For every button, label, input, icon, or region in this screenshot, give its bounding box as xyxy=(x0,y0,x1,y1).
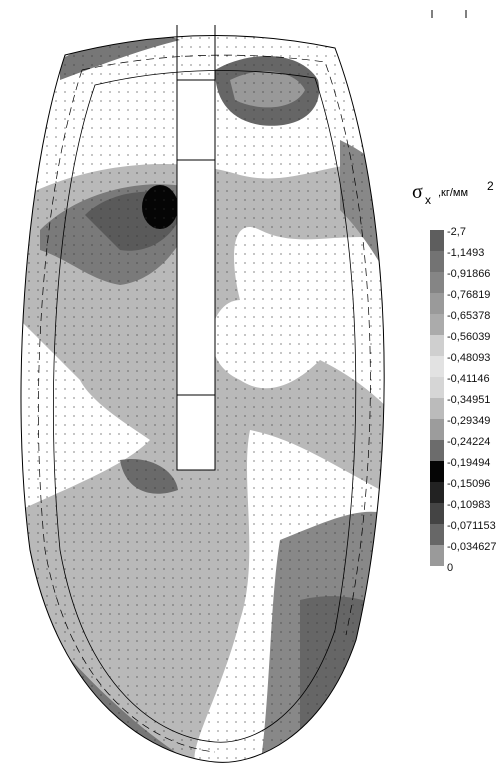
legend-swatch xyxy=(430,503,444,524)
rod xyxy=(177,80,215,470)
legend-swatch xyxy=(430,524,444,545)
legend: σ x ,кг/мм 2 -2,7 -1,1493 -0,91866 -0,76819… xyxy=(412,179,497,574)
legend-label: -1,1493 xyxy=(447,247,484,259)
legend-label: -0,10983 xyxy=(447,499,490,511)
legend-swatch xyxy=(430,293,444,314)
legend-swatch xyxy=(430,251,444,272)
legend-swatch xyxy=(430,230,444,251)
legend-label: -0,29349 xyxy=(447,415,490,427)
legend-swatch xyxy=(430,545,444,566)
legend-label: -0,071153 xyxy=(447,520,496,532)
stress-plot: σ x ,кг/мм 2 -2,7 -1,1493 -0,91866 -0,76819… xyxy=(0,0,503,768)
legend-swatch xyxy=(430,482,444,503)
legend-swatch xyxy=(430,419,444,440)
legend-superscript: 2 xyxy=(487,179,494,193)
legend-swatch xyxy=(430,398,444,419)
legend-subscript: x xyxy=(425,193,431,207)
legend-symbol: σ xyxy=(412,181,423,203)
legend-label: -0,56039 xyxy=(447,331,490,343)
legend-swatch xyxy=(430,335,444,356)
legend-swatch xyxy=(430,377,444,398)
legend-swatch xyxy=(430,461,444,482)
legend-label: -0,91866 xyxy=(447,268,490,280)
legend-label: -2,7 xyxy=(447,226,466,238)
legend-label: -0,15096 xyxy=(447,478,490,490)
legend-items: -2,7 -1,1493 -0,91866 -0,76819 -0,65378 -0,56… xyxy=(430,226,497,574)
legend-label: -0,76819 xyxy=(447,289,490,301)
legend-label: -0,48093 xyxy=(447,352,490,364)
legend-swatch xyxy=(430,272,444,293)
legend-unit: ,кг/мм xyxy=(438,187,468,199)
legend-label: 0 xyxy=(447,562,453,574)
legend-label: -0,65378 xyxy=(447,310,490,322)
legend-label: -0,19494 xyxy=(447,457,490,469)
legend-label: -0,34951 xyxy=(447,394,490,406)
legend-label: -0,034627 xyxy=(447,541,497,553)
legend-label: -0,24224 xyxy=(447,436,490,448)
legend-swatch xyxy=(430,440,444,461)
legend-swatch xyxy=(430,314,444,335)
legend-swatch xyxy=(430,356,444,377)
legend-label: -0,41146 xyxy=(447,373,490,385)
